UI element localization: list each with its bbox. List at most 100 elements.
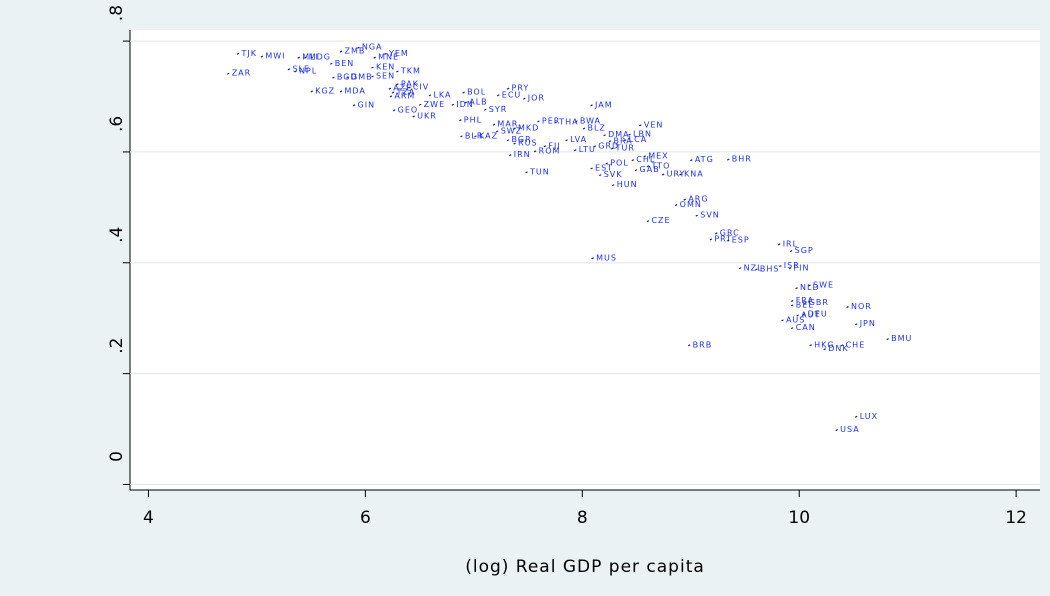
point (687, 344, 691, 347)
point-label: JOR (527, 94, 545, 103)
point-label: MAR (497, 120, 518, 129)
point-label: CZE (651, 216, 670, 225)
point (389, 95, 393, 98)
point-label: TUN (529, 167, 550, 176)
point (690, 159, 693, 162)
point (332, 76, 335, 79)
point (428, 94, 432, 97)
point-label: GRC (720, 228, 740, 237)
point (591, 257, 594, 260)
point (715, 232, 718, 235)
point-label: SYR (489, 105, 508, 114)
point (789, 250, 793, 253)
point-label: MNE (378, 53, 399, 62)
point (593, 145, 597, 148)
point-label: DNK (828, 344, 848, 353)
point (840, 344, 844, 347)
point (391, 91, 395, 94)
point-label: CHE (846, 340, 866, 349)
point (533, 150, 537, 153)
point-label: YEM (388, 49, 409, 58)
point (590, 167, 593, 170)
point (623, 139, 627, 142)
point-label: KGZ (315, 86, 335, 95)
point-label: ARG (688, 195, 708, 204)
point (236, 52, 240, 55)
point (608, 140, 612, 143)
point-label: BHR (732, 155, 752, 164)
point-label: BEL (796, 300, 814, 309)
point (508, 154, 512, 157)
point-label: MDA (345, 86, 366, 95)
point (634, 169, 638, 172)
point (709, 238, 713, 241)
point (790, 304, 794, 307)
point (388, 87, 392, 90)
x-axis-label: (log) Real GDP per capita (465, 557, 705, 577)
point (537, 120, 540, 123)
point-label: BMU (891, 334, 912, 343)
point-label: LTU (579, 145, 596, 154)
point-label: IRL (783, 239, 798, 248)
point (459, 119, 462, 122)
point-label: URY (667, 170, 686, 179)
point-label: EST (595, 164, 613, 173)
point-label: GEO (398, 105, 419, 114)
point-label: BRB (693, 340, 713, 349)
x-tick-label: 10 (788, 508, 810, 528)
point-label: NPL (299, 67, 317, 76)
point (575, 120, 578, 123)
point (451, 103, 454, 106)
point-label: GBR (809, 298, 829, 307)
point (460, 135, 463, 138)
point (506, 87, 510, 90)
point-label: MKD (518, 124, 539, 133)
point (297, 56, 300, 59)
point-label: MLI (302, 53, 319, 62)
y-tick-label: 0 (107, 451, 127, 462)
point (464, 101, 468, 104)
point-label: BGD (337, 73, 358, 82)
point (628, 133, 631, 136)
point-label: SWZ (501, 126, 522, 135)
x-tick-label: 4 (143, 508, 154, 528)
point-label: UKR (417, 111, 437, 120)
point-label: NLD (800, 283, 820, 292)
point (738, 267, 742, 270)
point-label: PHL (464, 115, 482, 124)
point (392, 109, 396, 112)
point (779, 265, 782, 268)
point-label: BGR (512, 135, 532, 144)
point-label: BOL (467, 88, 486, 97)
point-label: ALB (469, 98, 487, 107)
point-label: CAN (796, 323, 816, 332)
point (790, 299, 794, 302)
point (339, 50, 343, 53)
point (543, 145, 547, 148)
point (661, 173, 665, 176)
point-label: ROM (539, 146, 561, 155)
point-label: GMB (351, 73, 373, 82)
x-tick-label: 6 (360, 508, 371, 528)
point (610, 147, 614, 150)
point (523, 97, 526, 100)
point-label: PRT (714, 234, 732, 243)
point-label: CHL (636, 155, 655, 164)
point-label: BLR (465, 131, 484, 140)
point (790, 327, 794, 330)
point-label: RUS (518, 139, 538, 148)
point-label: TUR (615, 144, 635, 153)
point (683, 198, 687, 201)
y-tick-label: .8 (107, 5, 127, 21)
point-label: DEU (808, 309, 828, 318)
point (646, 220, 650, 223)
point (329, 62, 333, 65)
point (303, 56, 307, 59)
point-label: USA (840, 425, 860, 434)
point (294, 70, 297, 73)
point (835, 429, 838, 432)
point-label: IRN (514, 150, 531, 159)
point-label: FIN (794, 263, 810, 272)
point-label: GRD (598, 141, 619, 150)
